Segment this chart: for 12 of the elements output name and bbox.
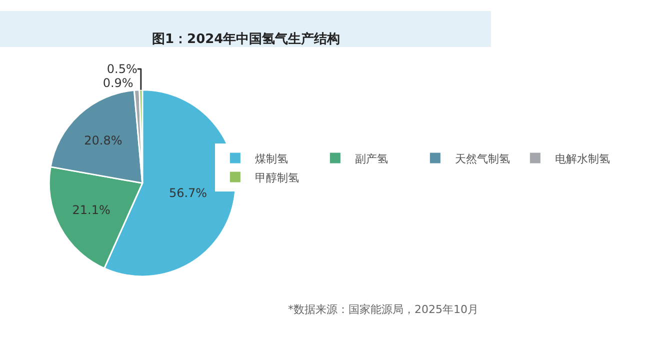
data-label: 20.8% <box>84 133 122 148</box>
legend-label: 副产氢 <box>355 152 388 166</box>
legend-label: 甲醇制氢 <box>255 171 300 184</box>
data-label: 56.7% <box>168 186 208 200</box>
legend-label: 天然气制氢 <box>455 152 510 166</box>
data-label: 0.5% <box>106 62 138 76</box>
legend-label: 煤制氢 <box>255 152 288 166</box>
chart-title: 图1：2024年中国氢气生产结构 <box>152 31 340 47</box>
text: *数据来源：国家能源局，2025年10月 <box>288 303 478 316</box>
data-label: 21.1% <box>72 203 110 218</box>
data-label: 0.9% <box>102 76 134 90</box>
legend-label: 电解水制氢 <box>555 152 610 166</box>
